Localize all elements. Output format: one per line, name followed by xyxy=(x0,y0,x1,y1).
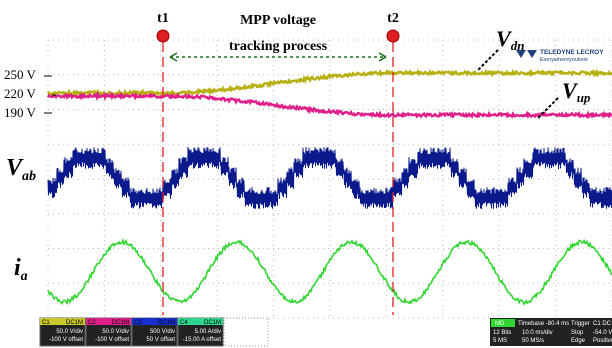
channel-id: C1 xyxy=(42,320,50,326)
t2-dot xyxy=(387,30,399,42)
status-edge: Edge xyxy=(571,338,586,344)
status-bits: 12 Bits xyxy=(493,330,511,336)
channel-coupling: DC1M xyxy=(112,320,129,326)
empty-slot xyxy=(224,318,268,346)
channel-offset: -100 V offset xyxy=(95,337,129,343)
brand-slogan: Everywhereyoulook xyxy=(540,57,588,63)
vdn-label: Vdn xyxy=(496,26,524,53)
scope-screenshot: t1 t2 MPP voltage tracking process 250 V… xyxy=(0,0,612,348)
annotation-line2: tracking process xyxy=(229,39,328,54)
ia-label: ia xyxy=(14,255,28,284)
t2-label: t2 xyxy=(387,11,399,26)
channel-scale: 5.00 A/div xyxy=(195,329,221,335)
status-mode: MD xyxy=(495,321,505,327)
status-trigger: Trigger xyxy=(571,321,590,327)
channel-scale: 50.0 V/div xyxy=(56,329,83,335)
channel-coupling: DC1M xyxy=(158,320,175,326)
channel-offset: -100 V offset xyxy=(49,337,83,343)
channel-id: C4 xyxy=(180,320,188,326)
channel-id: C2 xyxy=(88,320,96,326)
channel-scale: 50.0 V/div xyxy=(102,329,129,335)
level-label: 220 V xyxy=(4,86,37,101)
status-bar: C1 DC1M 50.0 V/div -100 V offset C2 DC1M 50.0 … xyxy=(40,318,612,346)
status-trig_src: C1 DC xyxy=(593,321,612,327)
status-trig_level: -54.0 V xyxy=(593,330,612,336)
annotation-line1: MPP voltage xyxy=(240,13,316,28)
t1-label: t1 xyxy=(157,11,169,26)
status-tdiv: 10.0 ms/div xyxy=(522,330,553,336)
vab-label: Vab xyxy=(6,155,36,184)
status-stop: Stop xyxy=(571,330,584,336)
level-label: 190 V xyxy=(4,105,37,120)
level-label: 250 V xyxy=(4,67,37,82)
status-timebase: Timebase -80.4 ms xyxy=(518,321,569,327)
channel-coupling: DC1M xyxy=(204,320,221,326)
channel-coupling: DC1M xyxy=(66,320,83,326)
brand-name: TELEDYNE LECROY xyxy=(540,49,604,56)
channel-offset: -15.00 A offset xyxy=(183,337,222,343)
status-slope: Positive xyxy=(593,338,612,344)
status-samples: 5 MS xyxy=(493,338,507,344)
channel-scale: 500 V/div xyxy=(150,329,175,335)
screen xyxy=(48,40,612,318)
channel-offset: 50 V offset xyxy=(146,337,175,343)
channel-id: C3 xyxy=(134,320,142,326)
status-rate: 50 MS/s xyxy=(522,338,544,344)
t1-dot xyxy=(157,30,169,42)
